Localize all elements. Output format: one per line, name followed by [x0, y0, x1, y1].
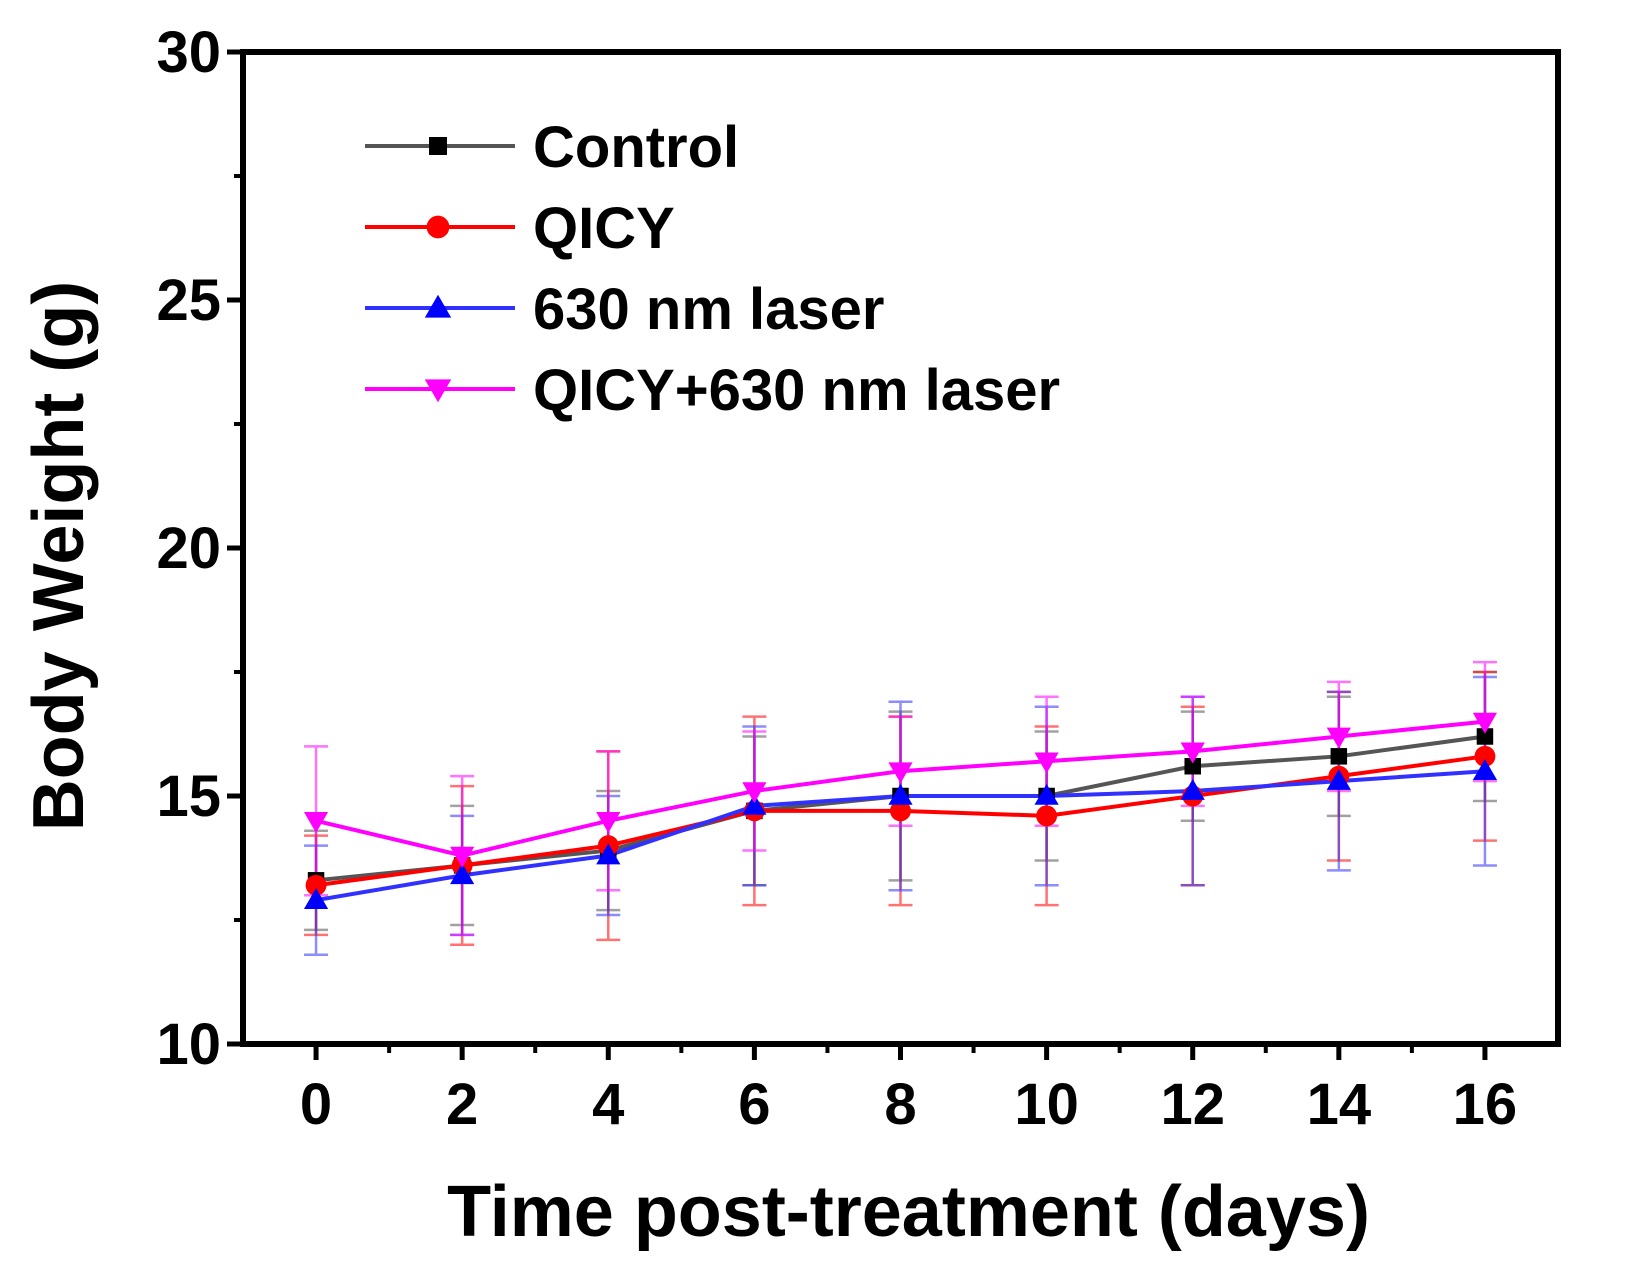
630-nm-laser-point [1034, 783, 1059, 805]
x-tick-label: 14 [1307, 1072, 1372, 1137]
qicy-630-nm-laser-point [596, 812, 621, 833]
630-nm-laser-point [450, 863, 475, 885]
legend-marker [426, 215, 450, 239]
qicy-point [890, 800, 911, 822]
control-point [1476, 728, 1494, 745]
y-tick-labels: 10 15 20 25 30 [156, 20, 221, 1077]
legend-label: Control [533, 115, 739, 180]
630-nm-laser-point [596, 843, 621, 865]
qicy-point [1474, 745, 1496, 767]
series-markers [303, 712, 1498, 909]
x-tick-label: 12 [1160, 1072, 1225, 1137]
630-nm-laser-point [888, 783, 913, 805]
qicy-630-nm-laser-point [742, 782, 767, 804]
x-tick-label: 10 [1014, 1072, 1079, 1137]
axis-ticks [227, 49, 1488, 1060]
control-point [1184, 757, 1201, 775]
legend-item-qicy-630-nm-laser: QICY+630 nm laser [365, 358, 1060, 423]
legend-label: QICY [533, 196, 675, 261]
legend-marker [424, 379, 452, 403]
legend-item-630-nm-laser: 630 nm laser [365, 277, 884, 342]
y-tick-label: 15 [156, 764, 221, 829]
legend-label: 630 nm laser [533, 277, 884, 342]
x-axis-title: Time post-treatment (days) [447, 1172, 1370, 1252]
x-tick-labels: 0 2 4 6 8 10 12 14 16 [300, 1072, 1517, 1137]
qicy-point [305, 874, 327, 896]
y-tick-label: 20 [156, 516, 221, 581]
qicy-630-nm-laser-point [450, 846, 475, 868]
qicy-630-nm-laser-point [303, 812, 329, 833]
legend-marker [429, 137, 447, 155]
x-tick-label: 4 [592, 1072, 624, 1137]
legend-item-control: Control [365, 115, 739, 180]
x-tick-label: 16 [1453, 1072, 1518, 1137]
x-tick-label: 2 [446, 1072, 478, 1137]
630-nm-laser-point [1326, 769, 1351, 790]
qicy-630-nm-laser-point [1180, 742, 1205, 764]
630-nm-laser-point [303, 888, 329, 909]
control-point [1330, 748, 1348, 765]
legend-label: QICY+630 nm laser [533, 358, 1060, 423]
y-axis-title: Body Weight (g) [19, 281, 99, 832]
legend-item-qicy: QICY [365, 196, 675, 261]
630-nm-laser-point [742, 793, 767, 815]
x-tick-label: 8 [884, 1072, 916, 1137]
qicy-630-nm-laser-point [1472, 712, 1498, 734]
qicy-630-nm-laser-point [888, 762, 913, 784]
x-tick-label: 0 [300, 1072, 332, 1137]
legend-marker [424, 294, 452, 318]
630-nm-laser-point [1180, 778, 1205, 800]
y-tick-label: 30 [156, 20, 221, 85]
qicy-630-nm-laser-point [1326, 727, 1351, 749]
630-nm-laser-point [1472, 759, 1498, 780]
y-tick-label: 10 [156, 1012, 221, 1077]
legend: Control QICY 630 nm laser QICY+630 nm laser [365, 115, 1060, 423]
x-tick-label: 6 [738, 1072, 770, 1137]
qicy-630-nm-laser-point [1034, 752, 1059, 774]
y-tick-label: 25 [156, 268, 221, 333]
qicy-point [1036, 805, 1058, 827]
